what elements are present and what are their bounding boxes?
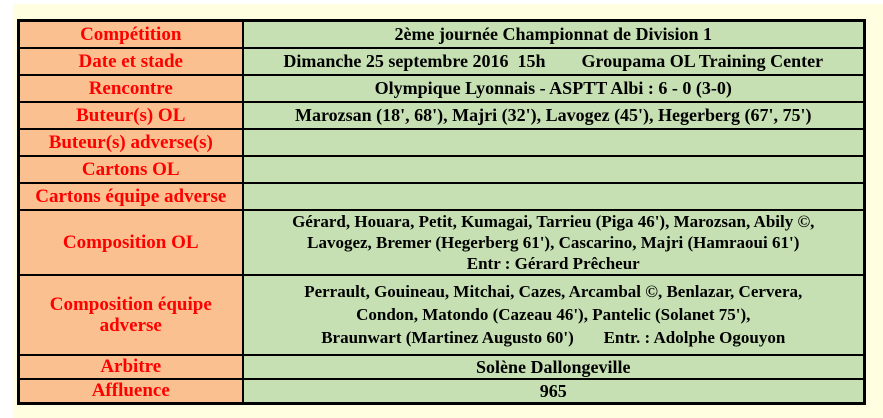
row-value [241, 127, 866, 157]
row-value: Perrault, Gouineau, Mitchai, Cazes, Arca… [241, 273, 866, 356]
row-label: Affluence [17, 377, 244, 404]
match-info-rows: Compétition 2ème journée Championnat de D… [17, 19, 866, 404]
row-value: Solène Dallongeville [241, 353, 866, 380]
table-row: Cartons équipe adverse [17, 181, 866, 211]
table-row: Date et stade Dimanche 25 septembre 2016 … [17, 46, 866, 76]
table-row: Arbitre Solène Dallongeville [17, 353, 866, 380]
table-row: Compétition 2ème journée Championnat de D… [17, 19, 866, 49]
row-label: Date et stade [17, 46, 244, 76]
row-label: Buteur(s) OL [17, 100, 244, 130]
row-value [241, 181, 866, 211]
row-value: Gérard, Houara, Petit, Kumagai, Tarrieu … [241, 208, 866, 276]
match-info-table: Compétition 2ème journée Championnat de D… [17, 19, 866, 405]
row-label: Composition OL [17, 208, 244, 276]
row-value: 965 [241, 377, 866, 404]
table-row: Rencontre Olympique Lyonnais - ASPTT Albi… [17, 73, 866, 103]
row-label: Buteur(s) adverse(s) [17, 127, 244, 157]
row-label: Rencontre [17, 73, 244, 103]
row-label: Cartons équipe adverse [17, 181, 244, 211]
row-value: 2ème journée Championnat de Division 1 [241, 19, 866, 49]
table-row: Composition OL Gérard, Houara, Petit, Kum… [17, 208, 866, 276]
table-row: Affluence 965 [17, 377, 866, 404]
table-row: Composition équipe adverse Perrault, Goui… [17, 273, 866, 356]
row-value: Marozsan (18', 68'), Majri (32'), Lavoge… [241, 100, 866, 130]
table-row: Buteur(s) adverse(s) [17, 127, 866, 157]
row-value: Dimanche 25 septembre 2016 15h Groupama … [241, 46, 866, 76]
row-label: Cartons OL [17, 154, 244, 184]
row-value [241, 154, 866, 184]
row-value: Olympique Lyonnais - ASPTT Albi : 6 - 0 … [241, 73, 866, 103]
table-row: Buteur(s) OL Marozsan (18', 68'), Majri (… [17, 100, 866, 130]
row-label: Arbitre [17, 353, 244, 380]
row-label: Compétition [17, 19, 244, 49]
table-row: Cartons OL [17, 154, 866, 184]
row-label: Composition équipe adverse [17, 273, 244, 356]
